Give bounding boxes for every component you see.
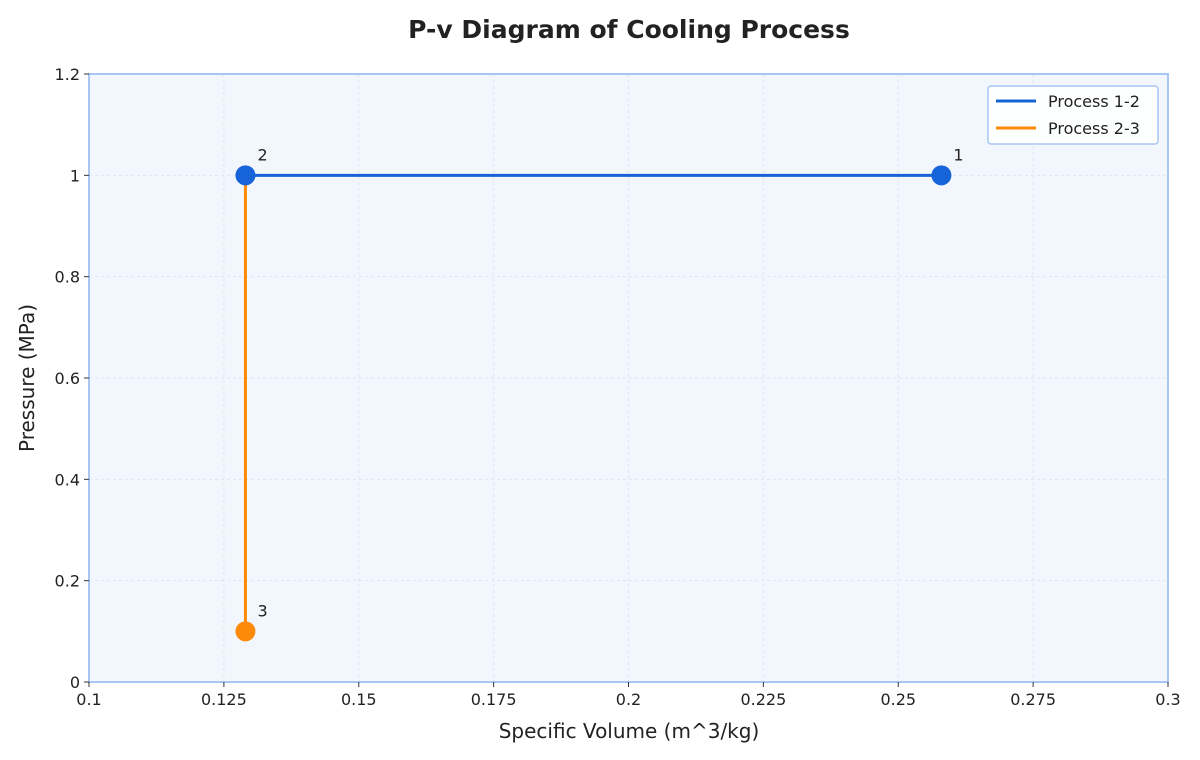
- y-tick-label-0: 0: [70, 673, 80, 692]
- y-axis-label: Pressure (MPa): [15, 304, 39, 452]
- series-group: [243, 173, 943, 633]
- points-group: 1 2 3: [235, 145, 964, 642]
- x-axis-ticks: 0.1 0.125 0.15 0.175 0.2 0.225 0.25 0.275 0.3: [76, 682, 1181, 709]
- y-tick-label-6: 1.2: [55, 65, 80, 84]
- chart-title: P-v Diagram of Cooling Process: [408, 15, 850, 44]
- x-axis-label: Specific Volume (m^3/kg): [499, 719, 760, 743]
- x-tick-label-2: 0.15: [341, 690, 377, 709]
- y-axis-ticks: 0 0.2 0.4 0.6 0.8 1 1.2: [55, 65, 89, 692]
- x-tick-label-3: 0.175: [471, 690, 517, 709]
- y-tick-label-3: 0.6: [55, 369, 80, 388]
- legend-label-2: Process 2-3: [1048, 119, 1140, 138]
- state-point-label-1: 1: [953, 145, 963, 164]
- y-tick-label-4: 0.8: [55, 268, 80, 287]
- y-tick-label-5: 1: [70, 166, 80, 185]
- x-tick-label-0: 0.1: [76, 690, 101, 709]
- x-tick-label-5: 0.225: [740, 690, 786, 709]
- state-point-label-2: 2: [257, 145, 267, 164]
- x-tick-label-7: 0.275: [1010, 690, 1056, 709]
- state-point-1: [931, 165, 952, 186]
- legend: Process 1-2 Process 2-3: [987, 85, 1159, 145]
- x-tick-label-8: 0.3: [1155, 690, 1180, 709]
- x-tick-label-4: 0.2: [616, 690, 641, 709]
- state-point-3: [235, 621, 256, 642]
- state-point-2: [235, 165, 256, 186]
- y-tick-label-2: 0.4: [55, 470, 80, 489]
- legend-label-1: Process 1-2: [1048, 92, 1140, 111]
- x-tick-label-1: 0.125: [201, 690, 247, 709]
- y-tick-label-1: 0.2: [55, 572, 80, 591]
- x-tick-label-6: 0.25: [880, 690, 916, 709]
- state-point-label-3: 3: [257, 601, 267, 620]
